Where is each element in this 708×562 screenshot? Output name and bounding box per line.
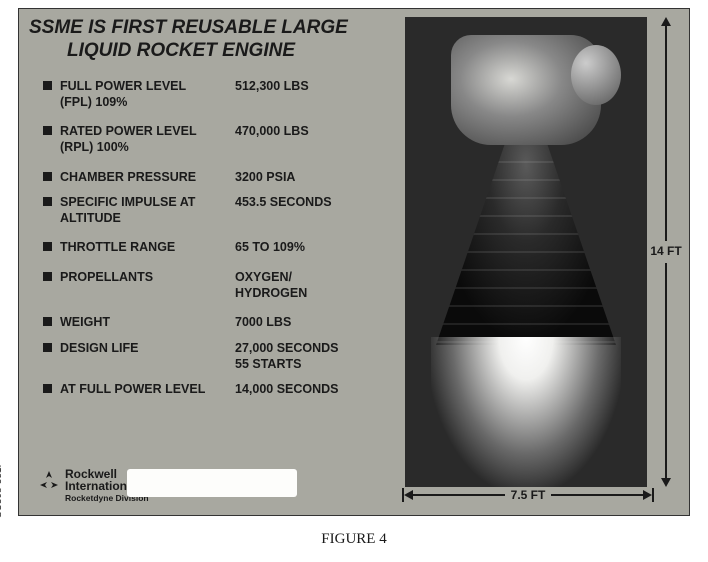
height-dimension: 14 FT <box>649 17 683 487</box>
spec-value: 512,300 LBS <box>235 79 309 95</box>
spec-label: DESIGN LIFE <box>60 341 235 357</box>
spec-row: RATED POWER LEVEL (RPL) 100%470,000 LBS <box>43 124 413 155</box>
arrowhead-left-icon <box>404 490 413 500</box>
bullet-icon <box>43 197 52 206</box>
spec-label: RATED POWER LEVEL (RPL) 100% <box>60 124 235 155</box>
bullet-icon <box>43 126 52 135</box>
title-line-2: LIQUID ROCKET ENGINE <box>29 40 409 63</box>
dimension-line <box>551 494 643 496</box>
arrowhead-up-icon <box>661 17 671 26</box>
spec-value: 7000 LBS <box>235 315 291 331</box>
spec-row: PROPELLANTSOXYGEN/ HYDROGEN <box>43 270 413 301</box>
bullet-icon <box>43 172 52 181</box>
rockwell-logo-icon <box>39 470 59 490</box>
spec-row: SPECIFIC IMPULSE AT ALTITUDE453.5 SECOND… <box>43 195 413 226</box>
slide-panel: SSME IS FIRST REUSABLE LARGE LIQUID ROCK… <box>18 8 690 516</box>
engine-nozzle-bands <box>436 145 616 345</box>
spec-label: AT FULL POWER LEVEL <box>60 382 235 398</box>
spec-value: 65 TO 109% <box>235 240 305 256</box>
spec-label: PROPELLANTS <box>60 270 235 286</box>
spec-label: SPECIFIC IMPULSE AT ALTITUDE <box>60 195 235 226</box>
dimension-tick <box>652 488 654 502</box>
spec-row: WEIGHT7000 LBS <box>43 315 413 331</box>
specs-list: FULL POWER LEVEL (FPL) 109%512,300 LBS RA… <box>43 79 413 412</box>
bullet-icon <box>43 384 52 393</box>
document-code: SC308-551P <box>0 461 4 518</box>
spec-label: CHAMBER PRESSURE <box>60 170 235 186</box>
exhaust-plume-graphic <box>431 337 621 487</box>
width-dimension: 7.5 FT <box>402 485 654 505</box>
dimension-line <box>413 494 505 496</box>
spec-row: FULL POWER LEVEL (FPL) 109%512,300 LBS <box>43 79 413 110</box>
spec-row: AT FULL POWER LEVEL14,000 SECONDS <box>43 382 413 398</box>
spec-row: THROTTLE RANGE65 TO 109% <box>43 240 413 256</box>
figure-caption: FIGURE 4 <box>0 531 708 548</box>
spec-label: THROTTLE RANGE <box>60 240 235 256</box>
redaction-patch <box>127 469 297 497</box>
bullet-icon <box>43 343 52 352</box>
dimension-line <box>665 263 667 478</box>
width-dimension-label: 7.5 FT <box>505 488 552 502</box>
slide-title: SSME IS FIRST REUSABLE LARGE LIQUID ROCK… <box>29 17 409 63</box>
spec-value: 14,000 SECONDS <box>235 382 339 398</box>
height-dimension-label: 14 FT <box>650 241 681 262</box>
dimension-line <box>665 26 667 241</box>
engine-turbopump-graphic <box>451 35 601 145</box>
bullet-icon <box>43 81 52 90</box>
title-line-1: SSME IS FIRST REUSABLE LARGE <box>29 17 348 38</box>
bullet-icon <box>43 242 52 251</box>
bullet-icon <box>43 317 52 326</box>
spec-value: OXYGEN/ HYDROGEN <box>235 270 307 301</box>
spec-row: DESIGN LIFE27,000 SECONDS 55 STARTS <box>43 341 413 372</box>
spec-label: FULL POWER LEVEL (FPL) 109% <box>60 79 235 110</box>
spec-row: CHAMBER PRESSURE3200 PSIA <box>43 170 413 186</box>
engine-photo <box>405 17 647 487</box>
arrowhead-down-icon <box>661 478 671 487</box>
spec-value: 453.5 SECONDS <box>235 195 332 211</box>
spec-value: 27,000 SECONDS 55 STARTS <box>235 341 339 372</box>
bullet-icon <box>43 272 52 281</box>
arrowhead-right-icon <box>643 490 652 500</box>
spec-label: WEIGHT <box>60 315 235 331</box>
spec-value: 3200 PSIA <box>235 170 295 186</box>
spec-value: 470,000 LBS <box>235 124 309 140</box>
